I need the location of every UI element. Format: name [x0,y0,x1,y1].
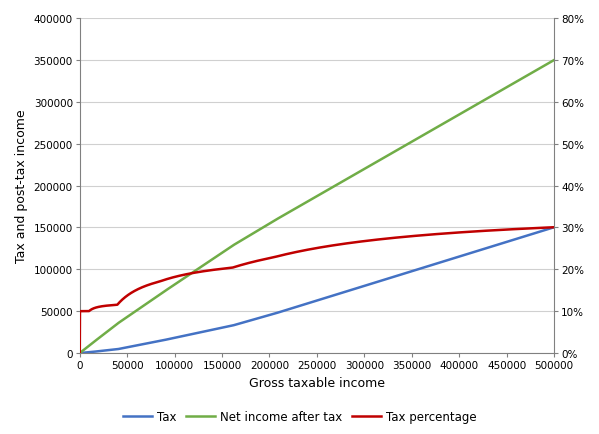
Net income after tax [404,142,412,147]
Net income after tax [305,199,312,204]
Tax percentage [550,225,558,230]
Legend: Tax, Net income after tax, Tax percentage: Tax, Net income after tax, Tax percentag… [118,406,481,428]
Net income after tax [550,58,558,63]
Tax percentage [516,227,524,232]
Tax percentage [404,234,412,240]
X-axis label: Gross taxable income: Gross taxable income [249,376,385,389]
Tax [519,235,527,240]
Net income after tax [504,85,511,90]
Net income after tax [169,283,176,289]
Tax percentage [504,227,511,233]
Tax [516,236,524,241]
Net income after tax [76,351,83,356]
Line: Tax percentage: Tax percentage [80,228,554,353]
Tax [404,270,412,276]
Tax percentage [76,351,83,356]
Tax [305,301,312,306]
Tax [76,351,83,356]
Tax percentage [305,247,312,253]
Tax [550,225,558,230]
Tax [504,240,511,245]
Net income after tax [516,78,524,83]
Tax [169,336,176,341]
Y-axis label: Tax and post-tax income: Tax and post-tax income [15,109,28,263]
Line: Tax: Tax [80,228,554,353]
Tax percentage [519,227,527,232]
Tax percentage [169,275,176,280]
Net income after tax [519,76,527,81]
Line: Net income after tax: Net income after tax [80,61,554,353]
